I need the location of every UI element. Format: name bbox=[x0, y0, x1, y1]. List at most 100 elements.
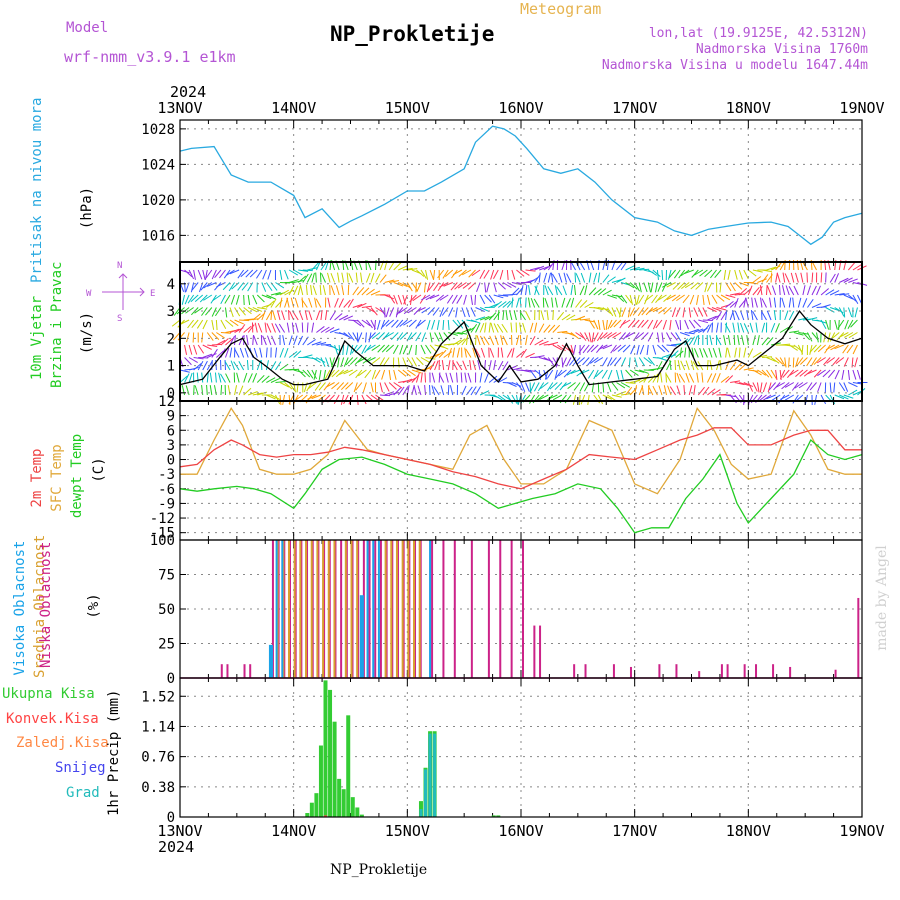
wind-arrow bbox=[416, 282, 422, 292]
low-cloud-bar bbox=[243, 664, 246, 678]
wind-arrow bbox=[220, 319, 227, 329]
wind-arrow bbox=[184, 344, 188, 355]
wind-arrow bbox=[301, 297, 304, 308]
wind-arrow bbox=[343, 357, 349, 367]
wind-arrow bbox=[698, 319, 709, 324]
wind-arrow bbox=[775, 382, 785, 388]
wind-arrow bbox=[429, 332, 433, 343]
wind-arrow bbox=[761, 356, 772, 358]
wind-arrow bbox=[295, 322, 299, 333]
wind-arrow bbox=[566, 298, 571, 308]
wind-arrow bbox=[847, 369, 850, 380]
wind-arrow bbox=[820, 394, 827, 405]
wind-arrow bbox=[403, 307, 413, 315]
wind-arrow bbox=[677, 282, 686, 290]
wind-arrow bbox=[615, 369, 620, 380]
wind-arrow bbox=[393, 387, 402, 396]
wind-arrow bbox=[839, 332, 849, 338]
wind-arrow bbox=[259, 347, 263, 358]
wind-arrow bbox=[361, 394, 367, 405]
pressure-ytick-label: 1020 bbox=[141, 193, 175, 209]
wind-arrow bbox=[834, 369, 840, 380]
wind-arrow bbox=[364, 344, 372, 353]
wind-arrow bbox=[734, 297, 739, 308]
wind-arrow bbox=[811, 285, 817, 296]
wind-arrow bbox=[761, 311, 767, 321]
wind-arrow bbox=[666, 344, 677, 347]
wind-arrow bbox=[843, 332, 854, 338]
wind-arrow bbox=[294, 297, 299, 308]
wind-arrow bbox=[588, 332, 592, 343]
wind-arrow bbox=[769, 297, 772, 308]
wind-arrow bbox=[575, 332, 585, 339]
wind-arrow bbox=[852, 344, 858, 355]
cloud-ytick-label: 100 bbox=[150, 533, 175, 549]
wind-arrow bbox=[621, 319, 631, 326]
wind-arrow bbox=[788, 310, 795, 321]
wind-arrow bbox=[676, 294, 685, 302]
temp-ytick-label: 3 bbox=[167, 438, 175, 454]
wind-arrow bbox=[455, 307, 458, 318]
wind-arrow bbox=[264, 322, 267, 333]
temp-ytick-label: -9 bbox=[158, 496, 175, 512]
wind-arrow bbox=[661, 282, 667, 292]
wind-arrow bbox=[702, 307, 708, 317]
wind-arrow bbox=[641, 319, 649, 328]
wind-arrow bbox=[682, 294, 690, 304]
wind-arrow bbox=[843, 394, 854, 399]
wind-arrow bbox=[479, 269, 486, 280]
wind-arrow bbox=[371, 332, 381, 340]
wind-arrow bbox=[590, 344, 599, 353]
wind-arrow bbox=[370, 394, 380, 402]
wind-arrow bbox=[229, 307, 234, 318]
high-cloud-bar bbox=[429, 540, 432, 678]
wind-arrow bbox=[252, 373, 258, 383]
wind-arrow bbox=[272, 310, 276, 321]
wind-arrow bbox=[261, 294, 272, 299]
wind-arrow bbox=[601, 369, 608, 379]
wind-arrow bbox=[472, 347, 477, 358]
wind-arrow bbox=[711, 389, 721, 396]
sfc-temp-line bbox=[180, 406, 862, 495]
wind-arrow bbox=[202, 360, 208, 371]
wind-arrow bbox=[647, 282, 652, 293]
low-cloud-bar bbox=[379, 540, 382, 678]
wind-arrow bbox=[813, 369, 822, 378]
wind-arrow bbox=[595, 369, 604, 378]
wind-arrow bbox=[396, 332, 404, 341]
wind-arrow bbox=[284, 382, 293, 390]
wind-arrow bbox=[530, 297, 536, 308]
wind-arrow bbox=[498, 377, 508, 383]
wind-arrow bbox=[725, 310, 728, 321]
wind-arrow bbox=[343, 369, 353, 375]
wind-arrow bbox=[806, 285, 811, 296]
wind-arrow bbox=[795, 369, 804, 378]
mid-cloud-bar bbox=[305, 540, 308, 678]
wind-arrow bbox=[688, 307, 692, 318]
wind-arrow bbox=[854, 357, 858, 368]
wind-arrow bbox=[627, 307, 631, 318]
wind-arrow bbox=[366, 288, 375, 296]
total-precip-bar bbox=[359, 814, 364, 817]
wind-arrow bbox=[636, 294, 640, 305]
wind-arrow bbox=[747, 285, 753, 296]
wind-arrow bbox=[806, 357, 813, 367]
wind-arrow bbox=[246, 335, 249, 346]
wind-arrow bbox=[220, 338, 229, 346]
total-precip-bar bbox=[491, 815, 496, 817]
wind-arrow bbox=[307, 267, 318, 271]
wind-arrow bbox=[823, 332, 827, 343]
wind-arrow bbox=[252, 334, 254, 346]
wind-arrow bbox=[641, 385, 645, 396]
wind-arrow bbox=[683, 384, 686, 396]
wind-arrow bbox=[343, 332, 352, 340]
wind-arrow bbox=[693, 328, 704, 333]
wind-arrow bbox=[597, 288, 607, 296]
wind-arrow bbox=[770, 272, 773, 283]
wind-arrow bbox=[315, 298, 322, 308]
wind-arrow bbox=[266, 300, 275, 308]
wind-arrow bbox=[364, 369, 372, 379]
wind-arrow bbox=[235, 294, 240, 305]
wind-arrow bbox=[766, 337, 774, 346]
wind-arrow bbox=[308, 382, 317, 389]
